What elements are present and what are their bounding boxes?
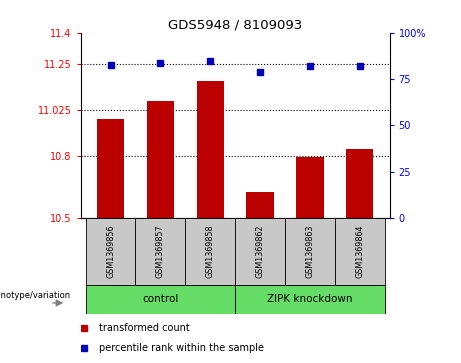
Bar [296,157,324,218]
FancyBboxPatch shape [335,218,384,285]
Bar [97,119,124,218]
Text: GSM1369858: GSM1369858 [206,225,215,278]
Text: GSM1369862: GSM1369862 [255,225,265,278]
FancyBboxPatch shape [86,285,235,314]
Text: GSM1369863: GSM1369863 [305,225,314,278]
FancyBboxPatch shape [285,218,335,285]
Text: transformed count: transformed count [99,323,190,333]
FancyBboxPatch shape [185,218,235,285]
FancyBboxPatch shape [235,218,285,285]
FancyBboxPatch shape [136,218,185,285]
Text: GSM1369856: GSM1369856 [106,225,115,278]
Text: control: control [142,294,178,305]
FancyBboxPatch shape [235,285,384,314]
FancyBboxPatch shape [86,218,136,285]
Bar [346,149,373,218]
Text: genotype/variation: genotype/variation [0,291,71,299]
Text: GSM1369864: GSM1369864 [355,225,364,278]
Bar [147,101,174,218]
Text: GSM1369857: GSM1369857 [156,225,165,278]
Title: GDS5948 / 8109093: GDS5948 / 8109093 [168,19,302,32]
Bar [196,81,224,218]
Bar [246,192,274,218]
Text: ZIPK knockdown: ZIPK knockdown [267,294,353,305]
Text: percentile rank within the sample: percentile rank within the sample [99,343,264,354]
